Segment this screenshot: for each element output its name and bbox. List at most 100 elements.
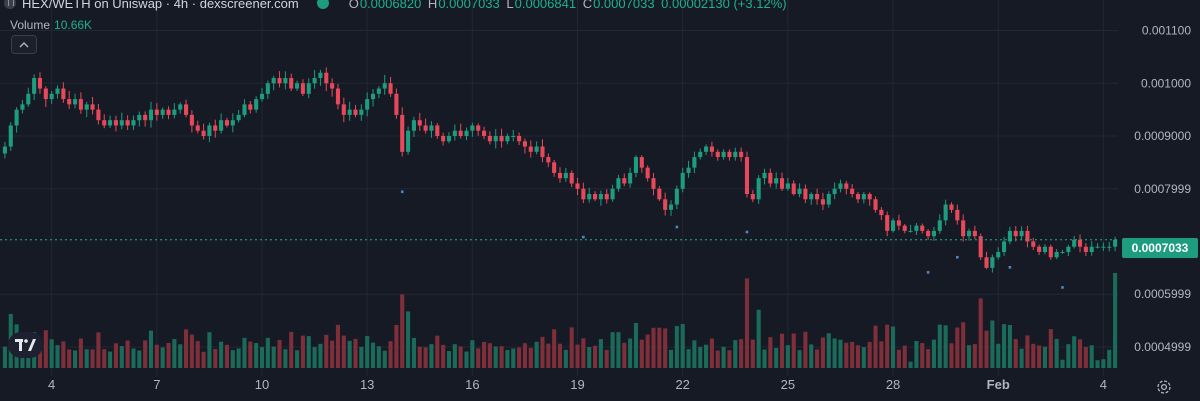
candle-body (154, 109, 159, 115)
volume-bar (189, 334, 194, 368)
volume-bar (318, 343, 323, 368)
volume-bar (236, 348, 241, 368)
token-icon (4, 0, 16, 9)
candle-body (476, 125, 481, 131)
candle-body (1072, 239, 1077, 247)
volume-bar (481, 341, 487, 368)
gear-icon[interactable] (1155, 378, 1173, 396)
candle-body (622, 178, 627, 184)
candle-body (224, 120, 229, 126)
candle-body (587, 194, 592, 200)
candle-body (803, 188, 808, 200)
volume-bar (867, 341, 872, 368)
candle-body (779, 178, 785, 189)
candle-body (966, 230, 972, 237)
candle-body (376, 88, 381, 94)
volume-bar (768, 337, 773, 368)
volume-bar (335, 324, 341, 368)
candle-body (552, 162, 557, 173)
candle-body (879, 209, 884, 216)
volume-bar (902, 345, 907, 368)
candle-body (353, 109, 358, 115)
volume-bar (622, 342, 627, 368)
volume-bar (406, 311, 411, 368)
volume-bar (306, 336, 311, 368)
volume-bar (43, 330, 48, 368)
candle-body (972, 230, 977, 237)
volume-bar (739, 339, 744, 368)
candle-body (633, 157, 639, 173)
candle-body (306, 83, 311, 94)
candle-body (704, 146, 709, 152)
candle-body (370, 93, 376, 100)
candle-body (820, 199, 825, 205)
candle-body (435, 125, 440, 136)
candle-body (949, 204, 954, 210)
candle-body (540, 146, 545, 158)
candle-body (300, 83, 305, 94)
volume-bar (359, 346, 364, 368)
volume-bar (254, 343, 259, 368)
volume-bar (657, 327, 662, 368)
candle-body (902, 225, 907, 231)
volume-bar (137, 350, 142, 368)
close-label: C (582, 0, 593, 11)
volume-bar (37, 341, 43, 368)
y-tick-label: 0.0005999 (1134, 287, 1191, 301)
candle-body (575, 183, 580, 189)
tradingview-logo-icon (14, 339, 36, 351)
volume-bar (546, 343, 551, 368)
volume-bar (639, 339, 644, 368)
candle-body (709, 146, 714, 152)
volume-bar (259, 347, 265, 368)
volume-bar (575, 344, 580, 368)
volume-bar (312, 347, 317, 368)
volume-bar (78, 338, 83, 368)
candle-body (295, 83, 300, 89)
candle-body (1113, 239, 1118, 247)
volume-bar (166, 342, 171, 368)
volume-bar (1083, 346, 1088, 368)
volume-bar (49, 339, 54, 368)
volume-bar (978, 298, 983, 368)
volume-bar (1031, 343, 1036, 368)
volume-bar (598, 339, 603, 368)
x-tick-label: 4 (48, 377, 55, 392)
volume-bar (563, 349, 568, 368)
volume-bar (861, 347, 866, 368)
volume-bar (920, 343, 925, 368)
candle-body (616, 178, 621, 189)
volume-bar (984, 330, 989, 368)
candle-body (452, 130, 457, 136)
volume-bar (160, 347, 165, 368)
volume-bar (400, 294, 405, 368)
volume-bar (908, 361, 913, 368)
volume-bar (879, 341, 884, 368)
volume-bar (1101, 359, 1106, 368)
signal-marker (1008, 265, 1012, 269)
volume-bar (604, 349, 609, 368)
volume-bar (1072, 336, 1077, 368)
collapse-legend-button[interactable] (11, 35, 37, 54)
candle-body (37, 78, 43, 89)
tradingview-logo[interactable] (8, 332, 43, 358)
volume-bar (452, 344, 457, 368)
volume-bar (709, 338, 714, 368)
candle-body (557, 172, 563, 179)
volume-bar (996, 343, 1001, 368)
candle-body (815, 194, 820, 200)
last-price-tag: 0.0007033 (1122, 238, 1198, 258)
volume-bar (540, 336, 545, 368)
volume-bar (1037, 345, 1042, 368)
candle-body (417, 120, 422, 126)
candle-body (271, 78, 276, 84)
candle-body (67, 99, 72, 105)
volume-bar (283, 349, 288, 368)
volume-bar (581, 338, 586, 368)
candle-body (663, 199, 668, 210)
candle-body (172, 109, 177, 115)
candle-body (55, 88, 60, 94)
volume-bar (423, 347, 428, 368)
candle-body (926, 230, 931, 237)
